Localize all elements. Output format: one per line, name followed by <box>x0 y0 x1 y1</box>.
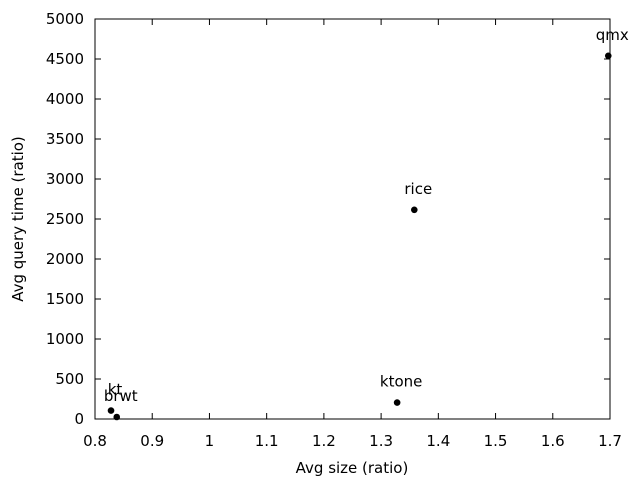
x-tick-label: 1.7 <box>598 432 622 450</box>
x-tick-label: 1.2 <box>312 432 336 450</box>
axis-ticks <box>94 18 611 420</box>
data-point-brwt <box>113 413 121 421</box>
data-point-ktone <box>393 399 401 406</box>
data-label-qmx: qmx <box>596 26 629 44</box>
x-tick-label: 1.4 <box>426 432 450 450</box>
x-tick-label: 1.1 <box>255 432 279 450</box>
y-tick-label: 1000 <box>46 330 84 348</box>
x-axis-label: Avg size (ratio) <box>296 459 409 477</box>
y-tick-label: 5000 <box>46 10 84 28</box>
data-point-kt <box>107 407 115 414</box>
y-tick-label: 2500 <box>46 210 84 228</box>
data-label-kt: kt <box>108 381 123 399</box>
data-label-rice: rice <box>404 180 432 198</box>
y-tick-label: 4000 <box>46 90 84 108</box>
x-tick-label: 0.9 <box>140 432 164 450</box>
y-tick-label: 2000 <box>46 250 84 268</box>
tick-labels: 0.8 0.9 1 1.1 1.2 1.3 1.4 1.5 1.6 1.7 0 500 1000 1500… <box>46 10 622 450</box>
data-points <box>107 52 612 421</box>
data-label-ktone: ktone <box>380 373 422 391</box>
x-tick-label: 1 <box>205 432 215 450</box>
plot-frame <box>94 18 611 420</box>
data-label-brwt: brwt <box>104 387 138 405</box>
y-tick-label: 3000 <box>46 170 84 188</box>
y-axis-label: Avg query time (ratio) <box>9 136 27 302</box>
y-tick-label: 1500 <box>46 290 84 308</box>
data-point-qmx <box>604 52 612 60</box>
x-tick-label: 1.5 <box>484 432 508 450</box>
data-point-rice <box>411 206 418 214</box>
x-tick-label: 1.6 <box>541 432 565 450</box>
y-tick-label: 0 <box>74 410 84 428</box>
y-tick-label: 3500 <box>46 130 84 148</box>
x-tick-label: 0.8 <box>83 432 107 450</box>
y-tick-label: 500 <box>55 370 84 388</box>
x-tick-label: 1.3 <box>369 432 393 450</box>
y-tick-label: 4500 <box>46 50 84 68</box>
